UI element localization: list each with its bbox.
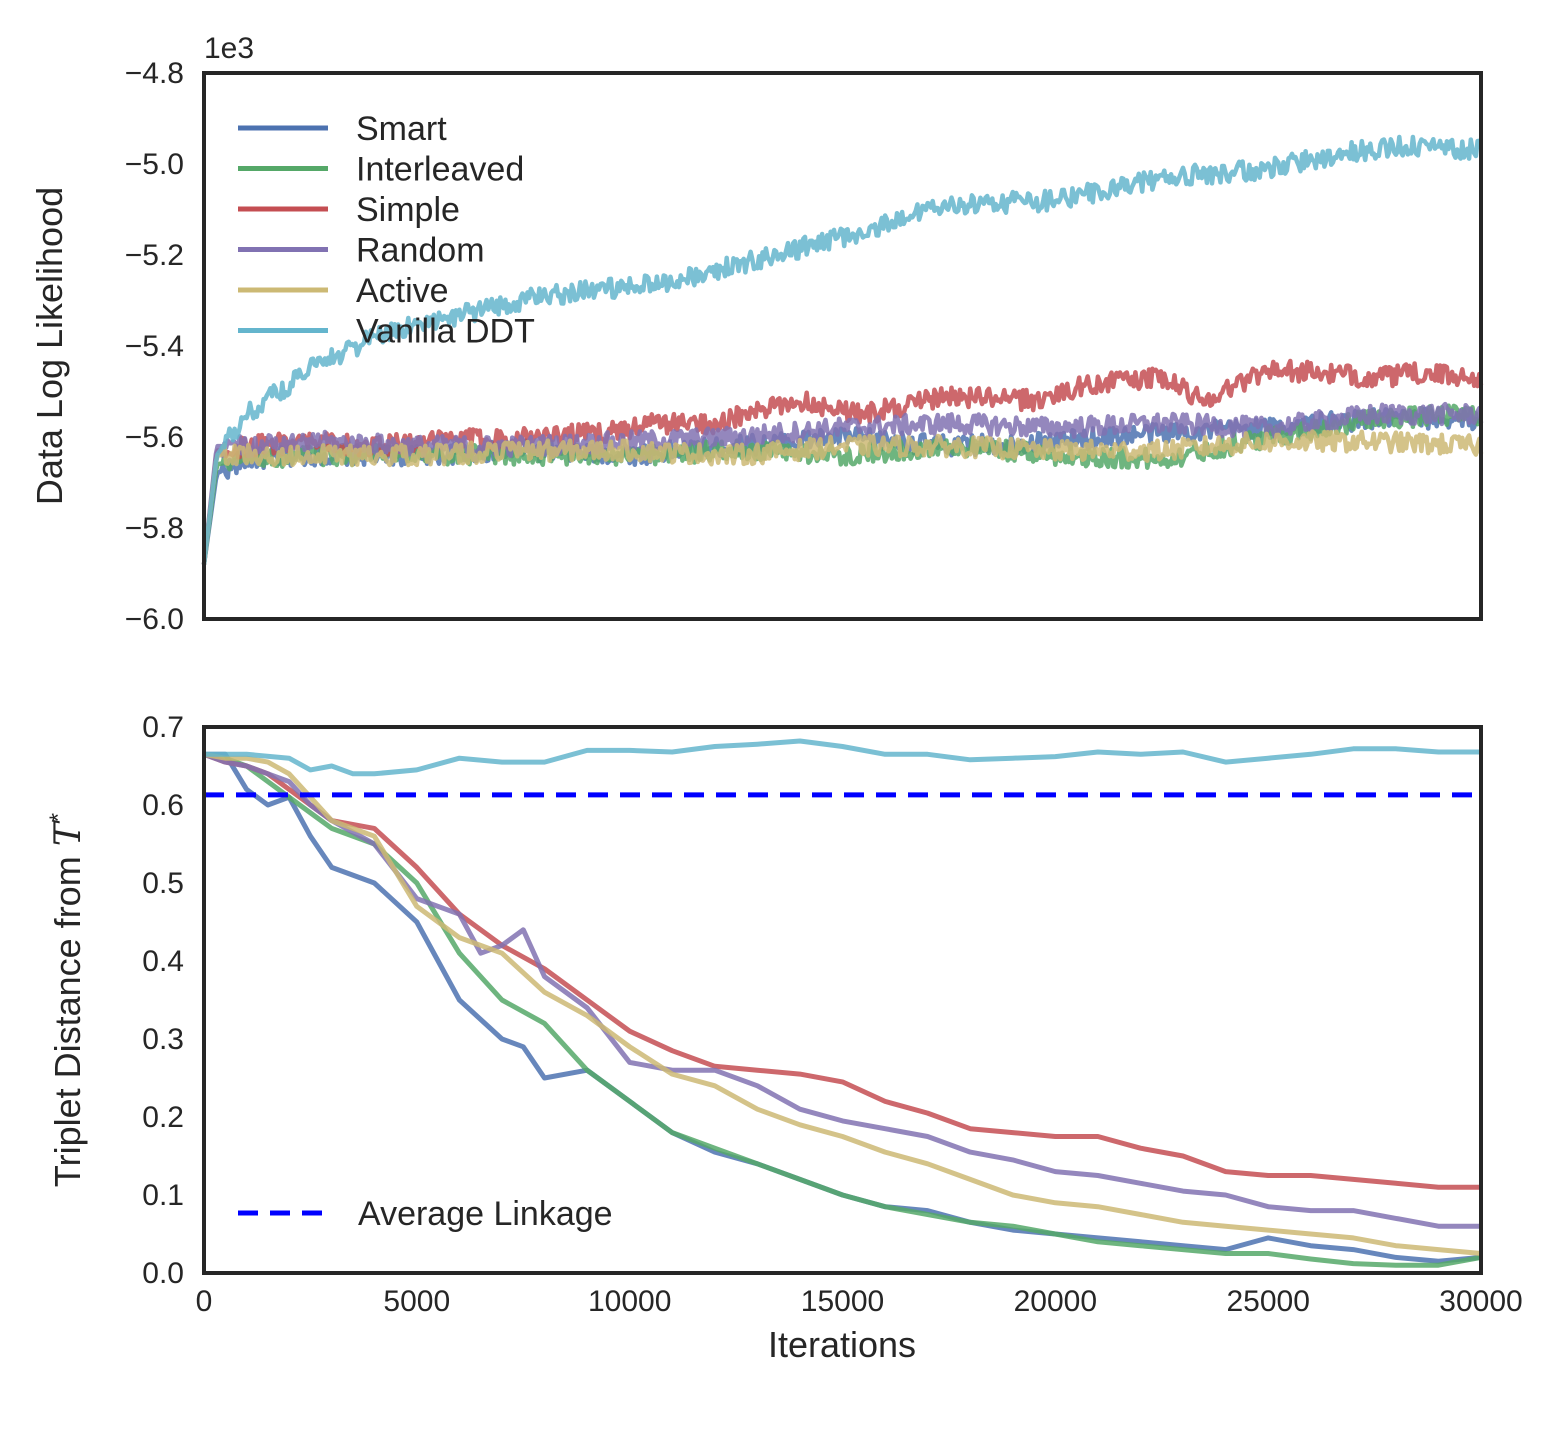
top-legend: SmartInterleavedSimpleRandomActiveVanill… xyxy=(238,110,535,351)
bottom-y-axis-title-text: Triplet Distance from xyxy=(47,846,88,1187)
bottom-x-tick-label: 10000 xyxy=(588,1285,671,1318)
bottom-y-tick-label: 0.3 xyxy=(142,1023,184,1056)
top-y-tick-label: −5.2 xyxy=(125,239,184,272)
bottom-series-line-smart xyxy=(204,751,1482,1264)
top-series-line-random xyxy=(201,401,1484,565)
bottom-plot-frame xyxy=(202,725,1483,1275)
top-legend-label-interleaved: Interleaved xyxy=(356,151,524,189)
bottom-x-ticks: 0 5000 10000 15000 20000 25000 30000 xyxy=(196,1285,1523,1318)
top-y-tick-label: −5.8 xyxy=(125,512,184,545)
bottom-y-tick-label: 0.0 xyxy=(142,1257,184,1290)
top-y-scale-label: 1e3 xyxy=(204,32,254,65)
bottom-x-axis-title: Iterations xyxy=(768,1324,916,1365)
bottom-series-lines xyxy=(203,738,1482,1268)
bottom-x-tick-label: 25000 xyxy=(1226,1285,1309,1318)
top-series-line-active xyxy=(201,429,1484,565)
bottom-x-tick-label: 5000 xyxy=(383,1285,450,1318)
top-y-tick-label: −4.8 xyxy=(125,57,184,90)
bottom-y-tick-label: 0.4 xyxy=(142,945,184,978)
bottom-y-axis-title: Triplet Distance from T* xyxy=(45,813,89,1187)
top-plot-frame xyxy=(202,71,1483,621)
top-y-tick-label: −5.6 xyxy=(125,421,184,454)
bottom-x-tick-label: 20000 xyxy=(1014,1285,1097,1318)
bottom-y-axis-title-superscript: * xyxy=(45,813,72,822)
top-legend-label-vanilla-ddt: Vanilla DDT xyxy=(356,313,535,351)
top-series-lines xyxy=(201,134,1484,565)
bottom-legend: Average Linkage xyxy=(238,1195,613,1233)
top-y-tick-label: −5.0 xyxy=(125,148,184,181)
top-y-tick-label: −6.0 xyxy=(125,603,184,636)
bottom-series-line-interleaved xyxy=(203,751,1482,1268)
top-legend-label-random: Random xyxy=(356,232,485,270)
bottom-y-tick-label: 0.1 xyxy=(142,1179,184,1212)
top-y-ticks: −6.0 −5.8 −5.6 −5.4 −5.2 −5.0 −4.8 xyxy=(125,57,184,636)
top-legend-label-active: Active xyxy=(356,272,449,310)
bottom-y-tick-label: 0.7 xyxy=(142,711,184,744)
bottom-legend-label-average-linkage: Average Linkage xyxy=(358,1195,613,1233)
bottom-series-line-random xyxy=(203,751,1481,1229)
top-legend-label-smart: Smart xyxy=(356,110,447,148)
bottom-y-axis-title-symbol: T xyxy=(48,819,89,846)
bottom-x-tick-label: 30000 xyxy=(1439,1285,1522,1318)
bottom-x-tick-label: 15000 xyxy=(801,1285,884,1318)
top-y-tick-label: −5.4 xyxy=(125,330,184,363)
top-y-axis-title: Data Log Likelihood xyxy=(29,187,70,505)
bottom-y-tick-label: 0.5 xyxy=(142,867,184,900)
bottom-y-tick-label: 0.6 xyxy=(142,789,184,822)
bottom-series-line-active xyxy=(203,751,1482,1256)
top-legend-label-simple: Simple xyxy=(356,191,460,229)
top-series-line-vanilla-ddt xyxy=(201,134,1482,565)
bottom-y-ticks: 0.0 0.1 0.2 0.3 0.4 0.5 0.6 0.7 xyxy=(142,711,184,1290)
bottom-series-line-vanilla-ddt xyxy=(204,738,1481,777)
bottom-x-tick-label: 0 xyxy=(196,1285,213,1318)
top-panel: −6.0 −5.8 −5.6 −5.4 −5.2 −5.0 −4.8 1e3 Data Lo… xyxy=(29,32,1484,636)
bottom-y-tick-label: 0.2 xyxy=(142,1101,184,1134)
bottom-panel: 0.0 0.1 0.2 0.3 0.4 0.5 0.6 0.7 0 5000 10000 15000… xyxy=(45,711,1523,1365)
